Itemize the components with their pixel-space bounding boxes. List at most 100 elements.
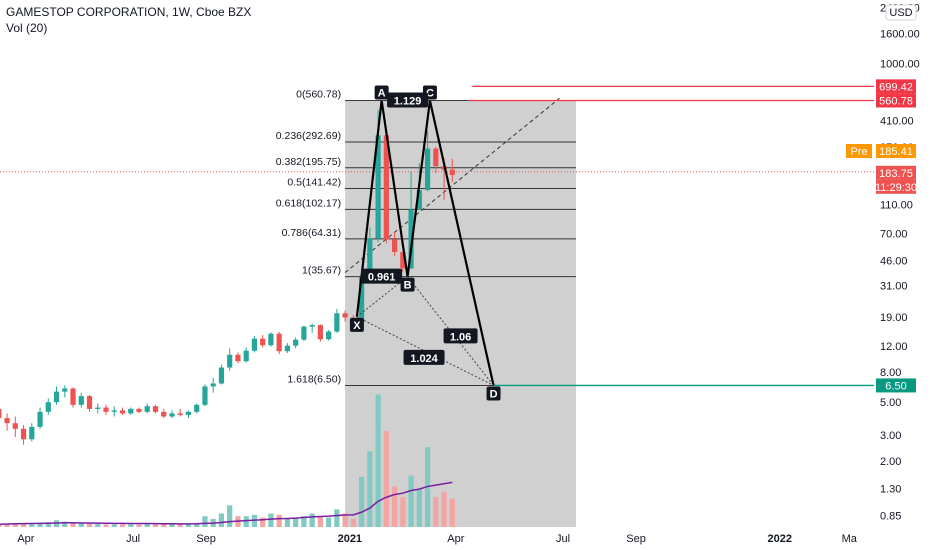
ratio-badge (443, 328, 478, 344)
candle-body (12, 423, 18, 429)
volume-bar (111, 524, 117, 527)
candle-body (309, 325, 315, 327)
volume-bar (119, 524, 126, 527)
volume-bar (194, 522, 200, 527)
currency-badge: USD (885, 4, 917, 21)
x-axis-tick-label: Apr (17, 533, 34, 545)
volume-bar (317, 516, 323, 527)
volume-bar (95, 523, 101, 527)
ratio-label: 1.024 (410, 353, 438, 365)
candle-body (227, 354, 233, 368)
price-tag-red-high: 699.42 (876, 79, 916, 94)
price-tag-red-high-bg (876, 79, 916, 94)
candle-body (210, 383, 216, 387)
candle-body (424, 148, 431, 191)
volume-bar (284, 518, 291, 527)
price-tag-red-low-text: 560.78 (879, 95, 913, 107)
fib-level-label: 1.618(6.50) (287, 373, 341, 385)
price-tag-countdown-text: 11:29:30 (875, 182, 917, 194)
pattern-point-label: C (426, 87, 434, 99)
pattern-ratio: 0.961 (361, 268, 403, 284)
pattern-point-label: D (490, 388, 498, 400)
candle-body (194, 404, 200, 412)
x-axis-tick-label: Apr (447, 533, 464, 545)
x-axis-tick-label: Sep (626, 533, 646, 545)
volume-bar (301, 516, 307, 527)
fib-level-label: 0.618(102.17) (276, 197, 341, 209)
candle-body (367, 238, 373, 277)
volume-indicator-label[interactable]: Vol (20) (6, 21, 48, 35)
volume-bar (169, 524, 175, 527)
volume-bar (342, 513, 348, 527)
price-tag-pre-label: Pre (846, 144, 872, 158)
volume-bar (103, 524, 109, 527)
x-axis-tick-label: 2022 (768, 533, 792, 545)
candle-body (128, 408, 134, 414)
candle-body (169, 413, 175, 417)
volume-bar (185, 523, 192, 527)
ratio-badge (387, 92, 429, 108)
volume-bar (375, 394, 381, 527)
y-axis-tick-label: 2.00 (880, 456, 901, 468)
volume-ma-line (0, 481, 453, 526)
pattern-point-x: X (349, 317, 364, 332)
volume-bar (367, 451, 373, 527)
pattern-ratio: 1.024 (403, 349, 445, 365)
y-axis-tick-label: 46.00 (880, 255, 908, 267)
pattern-point-badge (349, 317, 364, 332)
candle-body (202, 386, 208, 405)
volume-bar (20, 522, 27, 527)
plot-area (0, 85, 874, 527)
volume-bar (441, 491, 447, 527)
candle-body (268, 333, 274, 346)
volume-bar (449, 498, 455, 527)
pattern-point-label: A (378, 87, 386, 99)
price-tag-green-bg (876, 378, 916, 393)
volume-bar (177, 524, 183, 527)
volume-bar (12, 523, 18, 527)
candle-body (301, 326, 307, 340)
y-axis-tick-label: 110.00 (880, 200, 913, 212)
price-tag-pre-bg (876, 144, 916, 158)
candle-body (235, 354, 241, 362)
x-axis-tick-label: Sep (196, 533, 216, 545)
candle-body (317, 325, 323, 340)
pattern-point-badge (374, 85, 389, 100)
volume-bar (359, 476, 365, 527)
price-tag-last-text: 183.75 (879, 168, 913, 180)
candle-body (218, 367, 225, 384)
candle-body (152, 406, 159, 412)
volume-bar (37, 522, 43, 527)
volume-bar (152, 524, 159, 527)
volume-bar (293, 517, 299, 527)
volume-bar (161, 524, 167, 527)
candle-body (342, 313, 348, 318)
candle-body (37, 411, 43, 427)
volume-bar (309, 513, 315, 527)
y-axis-tick-label: 3.00 (880, 430, 901, 442)
candle-body (70, 388, 76, 405)
y-axis-tick-label: 8.00 (880, 367, 901, 379)
candle-body (416, 190, 422, 210)
candle-body (53, 391, 60, 403)
candle-body (20, 428, 27, 440)
symbol-title[interactable]: GAMESTOP CORPORATION, 1W, Cboe BZX (6, 5, 252, 19)
price-tag-red-high-text: 699.42 (879, 81, 913, 93)
candle-body (177, 413, 183, 415)
ratio-label: 1.129 (394, 95, 422, 107)
candle-body (45, 402, 51, 412)
volume-bar (391, 486, 398, 527)
volume-bar (433, 497, 439, 527)
volume-bar (260, 517, 266, 527)
ratio-badge (403, 349, 445, 365)
volume-bar (218, 513, 225, 527)
pattern-point-label: X (353, 320, 361, 332)
fib-level-label: 0(560.78) (296, 88, 341, 100)
candle-body (400, 252, 406, 269)
x-axis-tick-label: 2021 (338, 533, 362, 545)
y-axis-tick-label: 410.00 (880, 115, 914, 127)
price-tag-countdown-bg (876, 179, 916, 194)
fib-level-label: 1(35.67) (302, 265, 341, 277)
y-axis-tick-label: 5.00 (880, 397, 901, 409)
